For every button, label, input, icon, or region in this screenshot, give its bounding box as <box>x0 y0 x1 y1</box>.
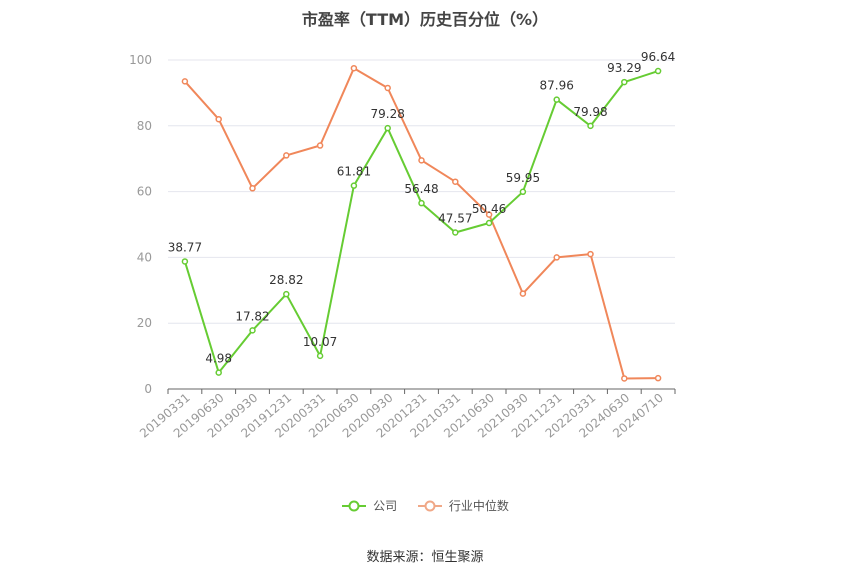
data-label: 10.07 <box>303 335 337 349</box>
data-point-1 <box>553 254 560 261</box>
line-chart: 0204060801002019033120190630201909302019… <box>129 50 676 441</box>
data-point-1 <box>418 157 425 164</box>
data-label: 47.57 <box>438 211 472 225</box>
data-label: 38.77 <box>168 240 202 254</box>
legend-company-label: 公司 <box>373 499 398 513</box>
data-point-0 <box>181 258 189 265</box>
y-tick-label: 20 <box>137 316 152 330</box>
data-label: 4.98 <box>205 352 232 366</box>
data-point-0 <box>384 124 391 132</box>
legend-item-industry-median[interactable]: 行业中位数 <box>417 497 509 514</box>
data-point-0 <box>283 290 290 298</box>
data-point-0 <box>587 122 594 130</box>
data-point-0 <box>519 188 527 196</box>
legend-industry-swatch <box>417 500 442 511</box>
data-point-1 <box>452 178 459 185</box>
data-label: 50.46 <box>472 202 506 216</box>
data-point-0 <box>621 78 628 86</box>
data-label: 79.28 <box>371 107 405 121</box>
data-point-0 <box>249 327 256 334</box>
data-label: 17.82 <box>235 309 269 323</box>
data-label: 59.95 <box>506 171 540 185</box>
data-label: 79.98 <box>573 105 607 119</box>
data-label: 96.64 <box>641 50 675 64</box>
legend: 公司 行业中位数 <box>0 497 850 515</box>
y-tick-label: 100 <box>129 53 152 67</box>
data-label: 56.48 <box>404 182 438 196</box>
data-point-1 <box>519 290 527 297</box>
data-label: 61.81 <box>337 165 371 179</box>
data-label: 28.82 <box>269 273 303 287</box>
data-source-note: 数据来源：恒生聚源 <box>366 550 484 565</box>
legend-item-company[interactable]: 公司 <box>341 497 397 514</box>
data-point-0 <box>485 219 493 227</box>
data-point-1 <box>316 142 324 149</box>
y-tick-label: 60 <box>137 185 152 199</box>
y-tick-label: 0 <box>144 382 152 396</box>
data-label: 93.29 <box>607 61 641 75</box>
data-point-1 <box>654 374 662 382</box>
data-point-1 <box>215 115 222 123</box>
data-point-1 <box>350 64 358 72</box>
data-point-0 <box>553 96 560 103</box>
data-point-1 <box>485 211 493 218</box>
data-point-0 <box>350 182 358 189</box>
data-point-1 <box>621 375 628 382</box>
legend-industry-label: 行业中位数 <box>448 499 509 513</box>
y-tick-label: 40 <box>137 250 152 264</box>
data-point-1 <box>384 84 391 92</box>
data-point-0 <box>452 229 459 236</box>
data-point-1 <box>283 152 290 159</box>
data-label: 87.96 <box>540 79 574 93</box>
data-point-0 <box>418 199 425 207</box>
data-point-1 <box>587 250 594 258</box>
y-tick-label: 80 <box>137 119 152 133</box>
data-point-0 <box>316 352 324 360</box>
chart-title: 市盈率（TTM）历史百分位（%） <box>301 10 549 29</box>
data-point-0 <box>654 67 662 75</box>
data-point-0 <box>215 369 222 376</box>
data-point-1 <box>249 185 256 192</box>
legend-company-swatch <box>342 500 367 511</box>
data-point-1 <box>181 78 189 85</box>
